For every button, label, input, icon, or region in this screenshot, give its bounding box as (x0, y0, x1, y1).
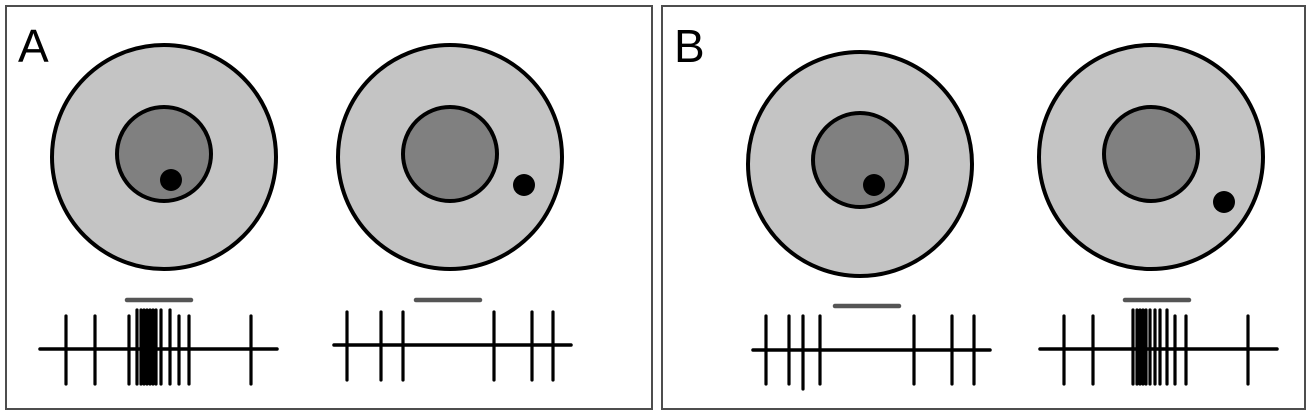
panel-b: B (661, 5, 1306, 410)
inner-field-a2 (401, 105, 499, 203)
stimulus-dot-a2 (513, 174, 535, 196)
spike-train-a2 (332, 297, 573, 382)
panel-label-b: B (674, 20, 705, 72)
receptive-field-a1 (50, 43, 278, 271)
panel-label-a: A (18, 20, 49, 72)
receptive-field-b2 (1037, 43, 1265, 271)
panel-b-drawing (746, 43, 1279, 391)
receptive-field-a2 (336, 43, 564, 271)
inner-field-a1 (115, 105, 213, 203)
stimulus-dot-b1 (863, 174, 885, 196)
spike-train-a1 (38, 297, 279, 386)
stimulus-dot-a1 (160, 169, 182, 191)
spike-train-b2 (1038, 297, 1279, 386)
spike-train-b1 (751, 303, 992, 391)
receptive-field-b1 (746, 50, 974, 278)
stimulus-dot-b2 (1213, 191, 1235, 213)
inner-field-b2 (1102, 105, 1200, 203)
panel-a: A (5, 5, 653, 410)
inner-field-b1 (811, 111, 909, 209)
panel-a-drawing (38, 43, 573, 386)
